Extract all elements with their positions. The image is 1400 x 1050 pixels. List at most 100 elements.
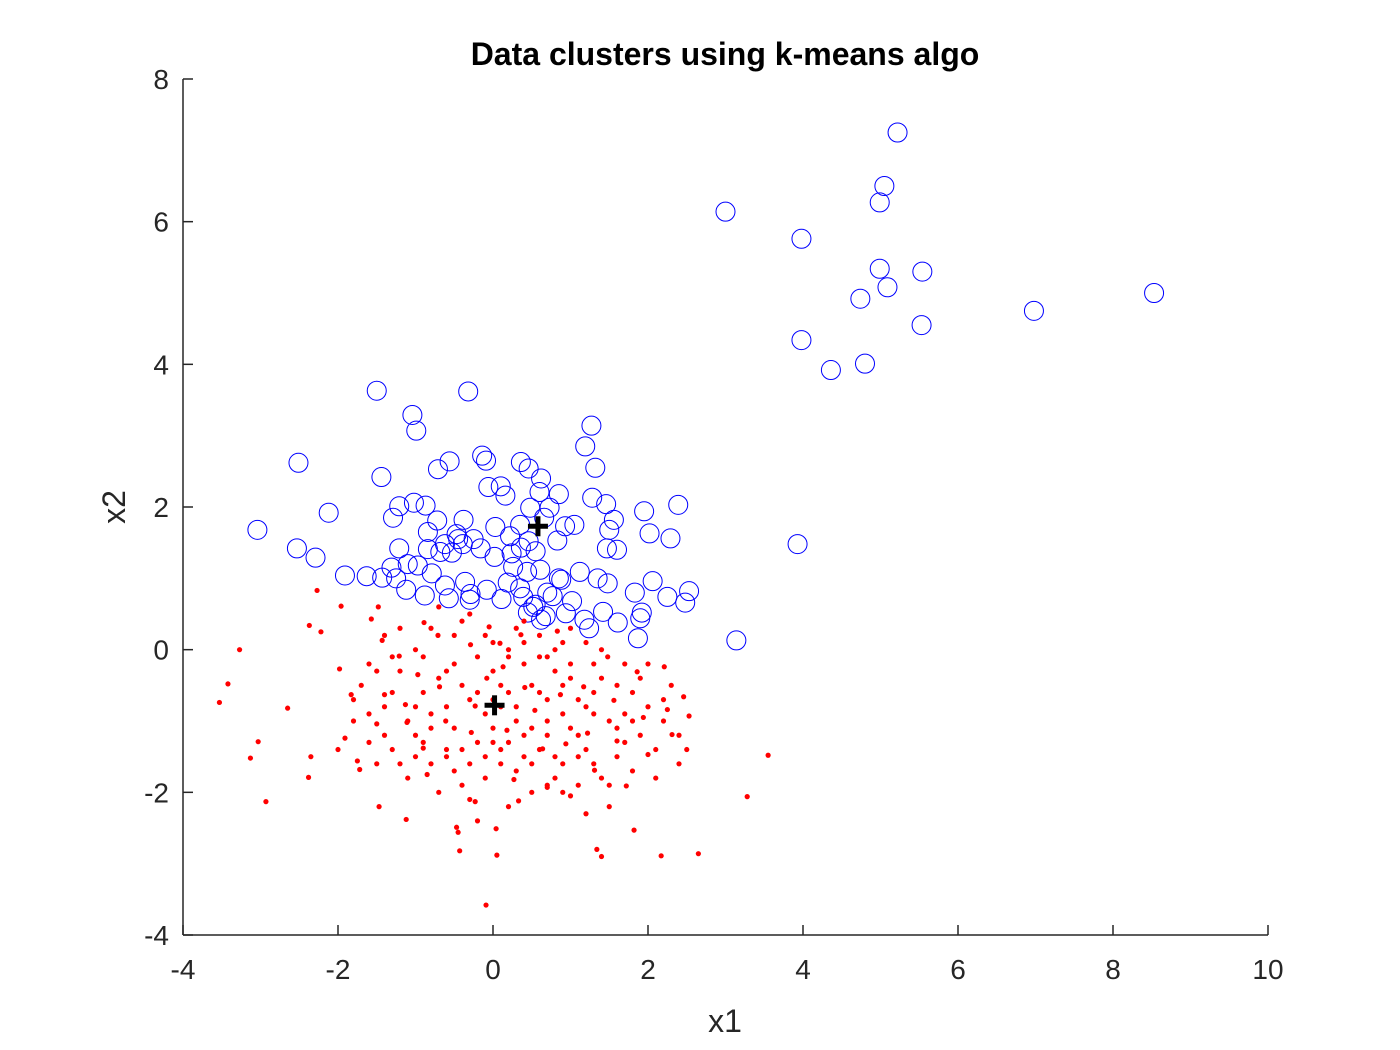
cluster-point-blue	[525, 594, 546, 615]
cluster-point-red	[474, 818, 481, 824]
cluster-point-blue	[518, 458, 539, 479]
cluster-point-red	[335, 746, 341, 753]
cluster-point-red	[459, 746, 465, 753]
cluster-point-red	[350, 697, 357, 703]
cluster-point-red	[583, 704, 589, 710]
cluster-point-red	[348, 692, 354, 698]
cluster-point-red	[467, 697, 473, 703]
cluster-point-red	[598, 853, 605, 860]
cluster-point-blue	[434, 534, 455, 555]
cluster-point-blue	[518, 531, 539, 552]
data-points	[216, 122, 1165, 908]
cluster-point-blue	[675, 592, 696, 613]
cluster-point-red	[505, 689, 512, 696]
cluster-point-red	[366, 739, 372, 746]
cluster-point-red	[443, 754, 450, 760]
x-tick-label: 6	[950, 954, 966, 985]
cluster-point-red	[513, 625, 519, 631]
cluster-point-red	[500, 664, 506, 670]
cluster-point-blue	[569, 561, 590, 582]
cluster-point-red	[536, 689, 543, 696]
cluster-point-red	[389, 689, 395, 696]
cluster-point-red	[453, 824, 460, 830]
cluster-point-red	[575, 732, 581, 738]
cluster-point-red	[560, 789, 566, 795]
cluster-point-red	[629, 718, 636, 724]
cluster-point-red	[676, 761, 682, 767]
cluster-point-red	[552, 754, 558, 760]
cluster-point-blue	[596, 538, 617, 559]
cluster-point-blue	[679, 581, 700, 602]
cluster-point-blue	[639, 523, 660, 544]
cluster-point-blue	[407, 555, 428, 576]
cluster-point-blue	[495, 485, 516, 506]
cluster-point-red	[591, 661, 597, 667]
cluster-point-red	[381, 732, 388, 738]
cluster-point-blue	[318, 502, 339, 523]
cluster-point-blue	[510, 537, 531, 558]
cluster-point-blue	[593, 601, 614, 622]
cluster-point-red	[575, 782, 581, 788]
cluster-point-red	[598, 775, 605, 781]
cluster-point-red	[483, 902, 489, 908]
cluster-point-blue	[476, 579, 497, 600]
chart-title: Data clusters using k-means algo	[471, 36, 980, 72]
cluster-point-red	[397, 761, 403, 767]
cluster-point-red	[354, 758, 360, 764]
cluster-point-red	[661, 664, 667, 670]
cluster-point-red	[225, 681, 231, 687]
cluster-point-red	[614, 738, 620, 744]
cluster-point-red	[467, 761, 473, 767]
cluster-point-red	[554, 628, 560, 634]
cluster-point-red	[521, 754, 527, 760]
cluster-point-red	[428, 711, 434, 717]
cluster-point-red	[544, 732, 550, 738]
cluster-point-red	[420, 689, 426, 696]
cluster-point-red	[428, 625, 434, 631]
cluster-point-red	[428, 725, 434, 731]
cluster-point-red	[606, 718, 612, 724]
cluster-point-blue	[787, 534, 808, 555]
cluster-point-red	[420, 739, 426, 746]
cluster-point-red	[484, 675, 490, 681]
cluster-point-red	[591, 689, 597, 696]
cluster-point-blue	[551, 569, 572, 590]
cluster-point-red	[342, 735, 348, 741]
cluster-point-blue	[585, 457, 606, 478]
cluster-point-blue	[627, 628, 648, 649]
cluster-point-blue	[603, 509, 624, 530]
cluster-point-blue	[383, 507, 404, 528]
cluster-point-red	[405, 718, 411, 724]
cluster-point-blue	[513, 586, 534, 607]
cluster-point-red	[552, 668, 558, 674]
cluster-point-red	[424, 771, 430, 778]
cluster-point-blue	[510, 452, 531, 473]
cluster-point-red	[389, 654, 395, 660]
cluster-point-red	[420, 745, 426, 751]
cluster-point-blue	[501, 543, 522, 564]
cluster-point-red	[455, 829, 461, 835]
cluster-point-red	[529, 682, 535, 688]
cluster-point-red	[381, 692, 388, 698]
cluster-point-red	[428, 761, 434, 767]
cluster-point-blue	[530, 559, 551, 580]
x-tick-label: 2	[640, 954, 656, 985]
cluster-point-blue	[726, 630, 747, 651]
cluster-point-blue	[286, 538, 307, 559]
cluster-point-red	[490, 639, 496, 646]
cluster-point-red	[468, 729, 474, 736]
cluster-point-red	[591, 767, 598, 773]
cluster-point-red	[421, 619, 427, 626]
cluster-point-red	[629, 689, 636, 696]
y-tick-label: 0	[153, 635, 169, 666]
cluster-point-red	[765, 752, 771, 758]
cluster-point-blue	[547, 530, 568, 551]
cluster-point-blue	[912, 261, 933, 282]
cluster-point-red	[497, 640, 503, 646]
cluster-point-red	[358, 682, 364, 688]
cluster-point-red	[318, 629, 324, 635]
cluster-point-red	[544, 697, 550, 703]
cluster-point-red	[563, 741, 569, 747]
cluster-point-blue	[484, 546, 505, 567]
cluster-point-red	[443, 668, 450, 674]
